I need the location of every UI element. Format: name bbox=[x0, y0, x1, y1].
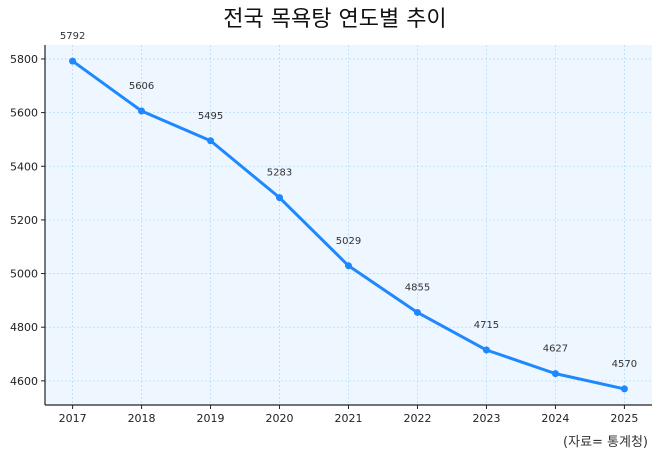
y-tick-label: 5000 bbox=[10, 268, 38, 281]
source-note: (자료= 통계청) bbox=[563, 435, 648, 450]
axes: 2017 2018 2019 2020 2021 2022 2023 2024 2025 4600… bbox=[10, 45, 652, 425]
data-point bbox=[345, 262, 352, 270]
y-tick-label: 5800 bbox=[10, 53, 38, 66]
data-label: 5029 bbox=[336, 236, 361, 247]
x-tick-label: 2024 bbox=[541, 412, 569, 425]
data-label: 4570 bbox=[612, 359, 637, 370]
data-point bbox=[413, 308, 421, 316]
data-point bbox=[276, 194, 284, 202]
data-point bbox=[620, 385, 628, 393]
y-tick-label: 4800 bbox=[10, 321, 38, 334]
series: 5792 5606 5495 5283 5029 4855 4715 4627 4570 bbox=[60, 31, 637, 393]
data-label: 4627 bbox=[543, 344, 568, 355]
data-point bbox=[69, 57, 77, 65]
y-tick-label: 5200 bbox=[10, 214, 38, 227]
x-tick-label: 2018 bbox=[128, 412, 156, 425]
y-tick-label: 5600 bbox=[10, 107, 38, 120]
data-label: 5495 bbox=[198, 111, 223, 122]
data-point bbox=[551, 370, 559, 378]
x-tick-label: 2023 bbox=[472, 412, 500, 425]
data-label: 5606 bbox=[129, 81, 154, 92]
data-label: 4855 bbox=[405, 282, 430, 293]
x-tick-label: 2021 bbox=[335, 412, 363, 425]
x-tick-label: 2022 bbox=[403, 412, 431, 425]
x-tick-label: 2017 bbox=[59, 412, 87, 425]
data-point bbox=[482, 346, 490, 354]
chart-title: 전국 목욕탕 연도별 추이 bbox=[223, 7, 446, 32]
data-point bbox=[207, 137, 215, 145]
data-label: 4715 bbox=[474, 320, 499, 331]
data-point bbox=[138, 107, 146, 115]
data-label: 5792 bbox=[60, 31, 85, 42]
grid bbox=[45, 45, 652, 405]
y-tick-label: 5400 bbox=[10, 160, 38, 173]
y-tick-label: 4600 bbox=[10, 375, 38, 388]
x-tick-label: 2020 bbox=[266, 412, 294, 425]
x-tick-label: 2025 bbox=[610, 412, 638, 425]
x-tick-label: 2019 bbox=[197, 412, 225, 425]
data-label: 5283 bbox=[267, 168, 292, 179]
